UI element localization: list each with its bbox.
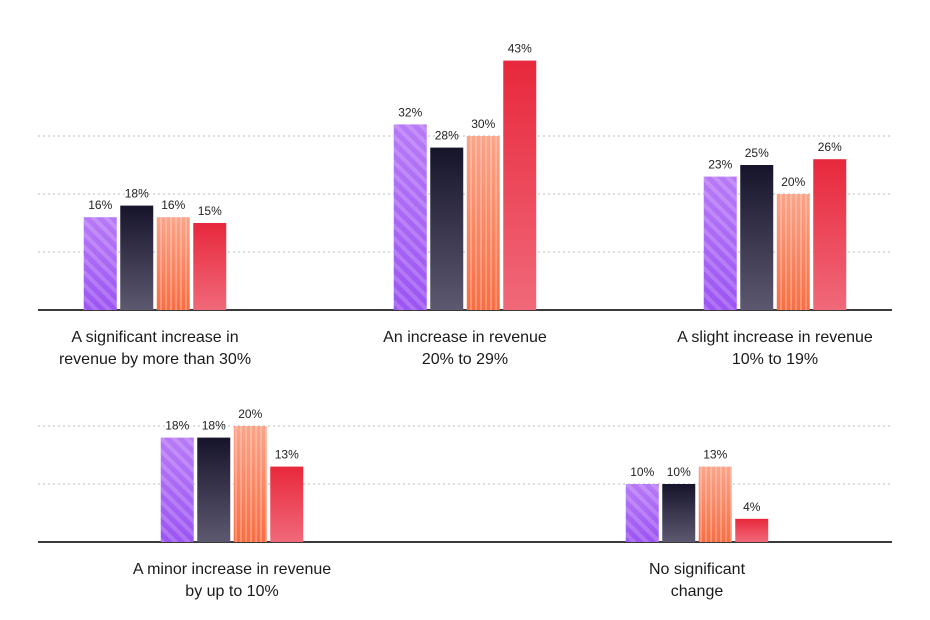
bar-value-label: 10%: [667, 465, 691, 479]
category-label: 10% to 19%: [732, 351, 818, 368]
bar: [270, 466, 304, 542]
bar: [813, 159, 847, 310]
bar-pattern: [393, 124, 427, 311]
bar-value-label: 10%: [630, 465, 654, 479]
bar-pattern: [233, 426, 267, 542]
bar-value-label: 18%: [202, 419, 226, 433]
bar-value-label: 16%: [88, 198, 112, 212]
bar-value-label: 26%: [818, 140, 842, 154]
bar: [662, 484, 696, 542]
bar-pattern: [776, 194, 810, 310]
bar: [430, 147, 464, 310]
category-label: No significant: [649, 561, 746, 578]
category-label: An increase in revenue: [383, 329, 547, 346]
category-label: A slight increase in revenue: [677, 329, 873, 346]
bar: [735, 518, 769, 542]
bar-value-label: 18%: [165, 419, 189, 433]
bar-value-label: 30%: [471, 117, 495, 131]
bar: [197, 437, 231, 542]
category-label: change: [671, 583, 724, 600]
bar-value-label: 18%: [125, 187, 149, 201]
bar: [740, 165, 774, 310]
bar: [503, 60, 537, 310]
bar-pattern: [160, 437, 194, 542]
bar-pattern: [466, 136, 500, 310]
bar-value-label: 20%: [781, 175, 805, 189]
bar-value-label: 15%: [198, 204, 222, 218]
bar: [120, 205, 154, 310]
bar-value-label: 32%: [398, 105, 422, 119]
bar-pattern: [698, 466, 732, 542]
bar-pattern: [625, 484, 659, 542]
bar-value-label: 20%: [238, 407, 262, 421]
category-label: by up to 10%: [185, 583, 278, 600]
category-label: revenue by more than 30%: [59, 351, 251, 368]
bar-value-label: 25%: [745, 146, 769, 160]
bar-value-label: 23%: [708, 158, 732, 172]
bar-pattern: [156, 217, 190, 310]
bar: [193, 223, 227, 310]
bar-value-label: 28%: [435, 129, 459, 143]
category-label: 20% to 29%: [422, 351, 508, 368]
bar-value-label: 16%: [161, 198, 185, 212]
category-label: A minor increase in revenue: [133, 561, 331, 578]
bar-value-label: 13%: [275, 448, 299, 462]
bar-pattern: [83, 217, 117, 310]
category-label: A significant increase in: [71, 329, 238, 346]
bar-value-label: 4%: [743, 500, 761, 514]
bar-value-label: 13%: [703, 448, 727, 462]
bar-pattern: [703, 176, 737, 310]
bar-value-label: 43%: [508, 42, 532, 56]
